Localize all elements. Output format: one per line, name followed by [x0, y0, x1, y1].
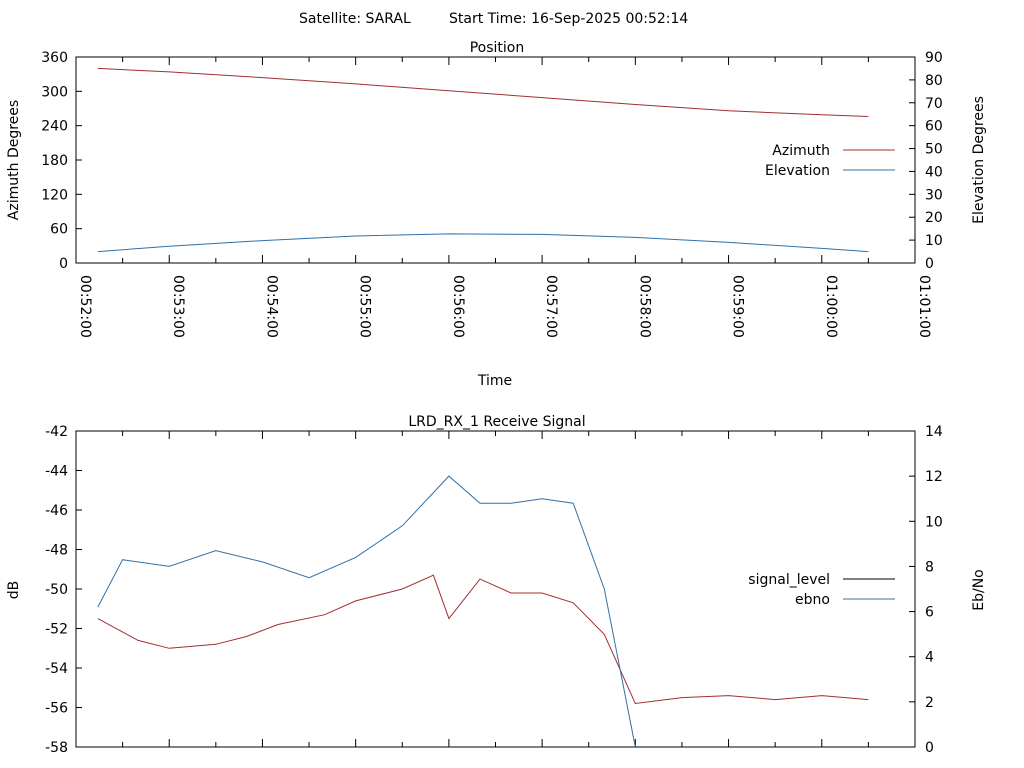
position-ytick-label: 60	[50, 222, 68, 238]
position-ytick-label: 120	[41, 187, 68, 203]
position-y2tick-label: 80	[925, 73, 943, 89]
position-xtick-label: 01:00:00	[823, 275, 839, 338]
signal-ytick-label: -46	[45, 503, 68, 519]
signal-y2tick-label: 2	[925, 695, 934, 711]
position-ytick-label: 0	[59, 256, 68, 272]
position-ytick-label: 360	[41, 50, 68, 66]
position-ytick-label: 180	[41, 153, 68, 169]
signal-ytick-label: -54	[45, 661, 68, 677]
position-y2tick-label: 20	[925, 210, 943, 226]
position-y2tick-label: 90	[925, 50, 943, 66]
signal-ytick-label: -56	[45, 701, 68, 717]
bottom-chart-ylabel: dB	[6, 581, 22, 600]
signal-y2tick-label: 6	[925, 605, 934, 621]
legend-elevation-label: Elevation	[765, 163, 830, 179]
signal-ytick-label: -58	[45, 740, 68, 756]
position-xtick-label: 00:56:00	[450, 275, 466, 338]
signal-ytick-label: -42	[45, 424, 68, 440]
signal-series-signal-level	[97, 574, 869, 705]
signal-ytick-label: -48	[45, 543, 68, 559]
position-xtick-label: 00:59:00	[730, 275, 746, 338]
position-y2tick-label: 50	[925, 142, 943, 158]
position-y2tick-label: 60	[925, 119, 943, 135]
top-chart-title: Position	[470, 40, 525, 56]
position-ytick-label: 240	[41, 119, 68, 135]
legend-ebno-label: ebno	[795, 592, 830, 608]
position-xtick-label: 01:01:00	[916, 275, 932, 338]
position-xtick-label: 00:58:00	[636, 275, 652, 338]
top-chart-ylabel: Azimuth Degrees	[6, 100, 22, 220]
position-y2tick-label: 10	[925, 233, 943, 249]
signal-y2tick-label: 0	[925, 740, 934, 756]
signal-y2tick-label: 8	[925, 559, 934, 575]
bottom-chart-title: LRD_RX_1 Receive Signal	[408, 414, 585, 430]
signal-y2tick-label: 14	[925, 424, 943, 440]
bottom-chart-y2label: Eb/No	[971, 569, 987, 611]
signal-y2tick-label: 4	[925, 650, 934, 666]
signal-y2tick-label: 12	[925, 469, 943, 485]
signal-ytick-label: -44	[45, 464, 68, 480]
signal-plot-frame	[75, 430, 916, 748]
position-xtick-label: 00:55:00	[357, 275, 373, 338]
header-start-time: Start Time: 16-Sep-2025 00:52:14	[449, 11, 688, 27]
position-y2tick-label: 30	[925, 187, 943, 203]
position-xtick-label: 00:53:00	[170, 275, 186, 338]
position-series-elevation	[97, 233, 869, 253]
position-y2tick-label: 40	[925, 164, 943, 180]
position-series-azimuth	[97, 67, 869, 117]
signal-series-ebno	[97, 475, 636, 748]
legend-signal-level-label: signal_level	[748, 572, 830, 588]
header-satellite: Satellite: SARAL	[299, 11, 411, 27]
position-xtick-label: 00:57:00	[543, 275, 559, 338]
position-xtick-label: 00:52:00	[77, 275, 93, 338]
signal-ytick-label: -50	[45, 582, 68, 598]
signal-y2tick-label: 10	[925, 514, 943, 530]
position-ytick-label: 300	[41, 84, 68, 100]
position-plot-frame	[75, 56, 916, 264]
legend-azimuth-label: Azimuth	[772, 143, 830, 159]
position-y2tick-label: 0	[925, 256, 934, 272]
position-xtick-label: 00:54:00	[263, 275, 279, 338]
signal-ytick-label: -52	[45, 622, 68, 638]
position-y2tick-label: 70	[925, 96, 943, 112]
top-chart-xlabel: Time	[477, 373, 512, 389]
top-chart-y2label: Elevation Degrees	[971, 96, 987, 224]
